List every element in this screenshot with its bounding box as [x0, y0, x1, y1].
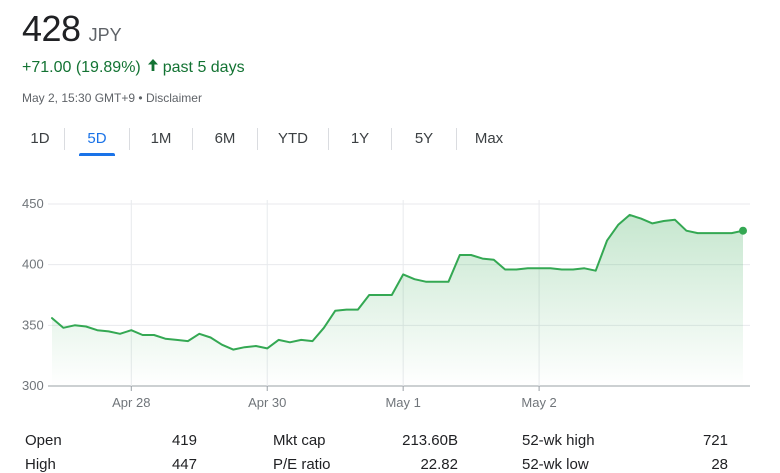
stat-value: 721: [702, 432, 728, 449]
y-tick-label: 450: [22, 196, 44, 211]
tab-separator: [257, 128, 258, 150]
price-area: [52, 214, 743, 386]
tab-1y[interactable]: 1Y: [350, 130, 370, 147]
price-header: 428 JPY: [22, 8, 122, 50]
range-tabs: 1D 5D 1M 6M YTD 1Y 5Y Max: [16, 126, 521, 156]
stat-label: Open: [25, 432, 62, 449]
tab-5d[interactable]: 5D: [65, 126, 129, 156]
y-tick-label: 300: [22, 378, 44, 393]
current-price: 428: [22, 8, 81, 49]
x-tick-label: Apr 28: [112, 395, 150, 410]
tab-1m[interactable]: 1M: [150, 130, 172, 147]
stat-label: P/E ratio: [273, 456, 331, 473]
tab-separator: [456, 128, 457, 150]
stat-value: 28: [711, 456, 728, 473]
stat-label: Mkt cap: [273, 432, 326, 449]
x-tick-label: May 1: [385, 395, 420, 410]
tab-separator: [64, 128, 65, 150]
x-tick-label: May 2: [521, 395, 556, 410]
stat-label: 52-wk high: [522, 432, 595, 449]
tab-separator: [192, 128, 193, 150]
tab-ytd[interactable]: YTD: [278, 130, 308, 147]
last-price-point: [739, 226, 747, 235]
tab-max[interactable]: Max: [474, 130, 504, 147]
tab-separator: [328, 128, 329, 150]
tab-1d[interactable]: 1D: [30, 130, 50, 147]
change-period: past 5 days: [162, 58, 245, 76]
price-change-row: +71.00 (19.89%) past 5 days: [22, 58, 245, 77]
price-change: +71.00 (19.89%): [22, 58, 141, 76]
tab-separator: [391, 128, 392, 150]
stat-value: 447: [171, 456, 197, 473]
stat-label: High: [25, 456, 56, 473]
x-tick-label: Apr 30: [248, 395, 286, 410]
timestamp: May 2, 15:30 GMT+9: [22, 91, 136, 105]
tab-separator: [129, 128, 130, 150]
currency-label: JPY: [88, 25, 122, 45]
price-line: [51, 213, 744, 351]
stat-value: 419: [171, 432, 197, 449]
stat-value: 213.60B: [402, 432, 458, 449]
y-tick-label: 400: [22, 257, 44, 272]
tab-6m[interactable]: 6M: [214, 130, 236, 147]
disclaimer-link[interactable]: Disclaimer: [145, 91, 202, 105]
timestamp-line: May 2, 15:30 GMT+9 • Disclaimer: [22, 91, 202, 105]
meta-separator: •: [135, 91, 146, 105]
stat-label: 52-wk low: [522, 456, 589, 473]
price-chart: 300 350 400 450 Apr 28 Apr 30 May 1 May 2: [22, 196, 750, 410]
stat-value: 22.82: [420, 456, 458, 473]
tab-5y[interactable]: 5Y: [414, 130, 434, 147]
y-tick-label: 350: [22, 317, 44, 332]
arrow-up-icon: [147, 58, 159, 77]
